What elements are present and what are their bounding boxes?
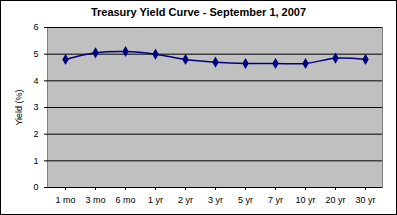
svg-text:2 yr: 2 yr <box>178 195 193 205</box>
svg-text:Yield (%): Yield (%) <box>14 89 24 125</box>
svg-text:4: 4 <box>33 76 38 86</box>
svg-text:3: 3 <box>33 102 38 112</box>
svg-text:0: 0 <box>33 182 38 192</box>
svg-text:6 mo: 6 mo <box>115 195 135 205</box>
svg-text:1 yr: 1 yr <box>148 195 163 205</box>
svg-text:7 yr: 7 yr <box>268 195 283 205</box>
svg-text:1: 1 <box>33 156 38 166</box>
svg-text:30 yr: 30 yr <box>355 195 375 205</box>
html-text:Treasury Yield Curve - Septemb: Treasury Yield Curve - September 1, 2007 <box>90 6 307 18</box>
svg-text:6: 6 <box>33 22 38 32</box>
svg-text:20 yr: 20 yr <box>325 195 345 205</box>
svg-text:3 mo: 3 mo <box>85 195 105 205</box>
svg-text:2: 2 <box>33 129 38 139</box>
svg-text:5: 5 <box>33 49 38 59</box>
svg-text:10 yr: 10 yr <box>295 195 315 205</box>
svg-text:5 yr: 5 yr <box>238 195 253 205</box>
svg-text:1 mo: 1 mo <box>55 195 75 205</box>
svg-text:3 yr: 3 yr <box>208 195 223 205</box>
